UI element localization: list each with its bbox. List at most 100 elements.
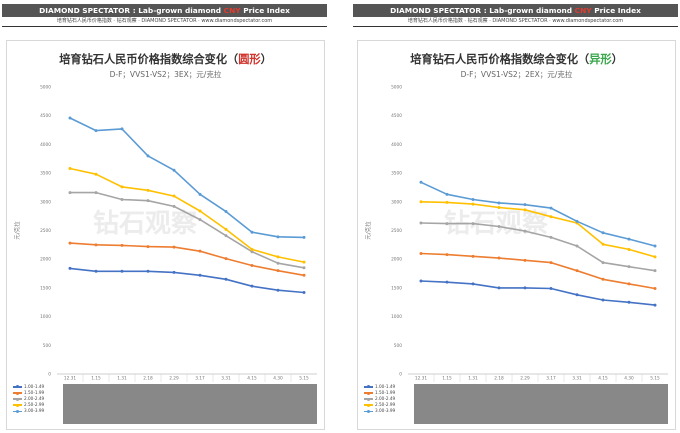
series-line-1.00-1.49 xyxy=(69,267,305,294)
data-point xyxy=(471,254,475,258)
chart-subtitle-fancy: D-F；VVS1-VS2；2EX；元/克拉 xyxy=(460,70,573,79)
legend-item: 3.00-3.99 xyxy=(364,408,412,414)
data-point xyxy=(627,237,631,241)
legend-swatch xyxy=(13,385,22,388)
series-line-1.00-1.49 xyxy=(420,280,656,306)
line-chart-round: 0 500 1000 1500 2000 2500 3000 3500 4000 4500 5000… xyxy=(13,85,317,382)
x-tick-label: 4.30 xyxy=(273,376,283,382)
legend-label: 2.50-2.99 xyxy=(375,402,396,408)
data-table-placeholder xyxy=(63,384,317,424)
series-line-2.00-2.49 xyxy=(420,222,656,272)
data-point xyxy=(575,219,579,223)
legend-label: 1.00-1.49 xyxy=(24,384,45,389)
data-point xyxy=(198,249,202,253)
data-point xyxy=(94,191,98,195)
data-point xyxy=(471,202,475,206)
data-point xyxy=(627,247,631,251)
data-point xyxy=(523,258,527,262)
data-point xyxy=(172,204,176,208)
legend-label: 2.50-2.99 xyxy=(24,402,45,408)
data-point xyxy=(120,127,124,131)
data-point xyxy=(172,168,176,172)
legend-item: 2.50-2.99 xyxy=(13,402,61,408)
y-tick-label: 500 xyxy=(43,343,51,349)
data-point xyxy=(94,243,98,247)
data-point xyxy=(471,222,475,226)
legend-swatch xyxy=(13,397,22,401)
data-point xyxy=(120,185,124,189)
chart-title-round: 培育钻石人民币价格指数综合变化（圆形） xyxy=(59,53,272,66)
y-tick-label: 1500 xyxy=(40,285,51,291)
data-point xyxy=(523,229,527,233)
data-point xyxy=(497,286,501,290)
chart-box-fancy: 钻石观察 培育钻石人民币价格指数综合变化（异形） D-F；VVS1-VS2；2E… xyxy=(357,40,676,430)
data-point xyxy=(146,245,150,249)
data-point xyxy=(146,269,150,273)
y-tick-label: 4500 xyxy=(391,113,402,119)
data-point xyxy=(653,269,657,273)
data-point xyxy=(445,200,449,204)
data-point xyxy=(627,265,631,269)
legend-item: 1.00-1.49 xyxy=(364,384,412,390)
legend-item: 2.50-2.99 xyxy=(364,402,412,408)
data-point xyxy=(549,215,553,219)
data-point xyxy=(68,116,72,120)
header-subline: 培育钻石人民币价格指数 · 钻石观察 · DIAMOND SPECTATOR ·… xyxy=(353,17,678,27)
y-tick-label: 4000 xyxy=(40,142,51,148)
legend-swatch xyxy=(364,409,373,413)
data-point xyxy=(68,191,72,195)
y-tick-label: 2000 xyxy=(40,257,51,263)
data-point xyxy=(497,201,501,205)
x-tick-label: 5.15 xyxy=(299,376,309,382)
legend-label: 1.00-1.49 xyxy=(375,384,396,389)
data-point xyxy=(120,269,124,273)
data-point xyxy=(276,255,280,259)
series-line-3.00-3.99 xyxy=(69,117,305,239)
y-tick-label: 2500 xyxy=(40,228,51,234)
chart-title-shape: 异形 xyxy=(589,53,612,66)
legend-label: 3.00-3.99 xyxy=(24,408,45,414)
y-tick-label: 5000 xyxy=(40,85,51,91)
x-tick-label: 3.31 xyxy=(572,376,582,382)
data-point xyxy=(419,221,423,225)
legend-swatch xyxy=(13,391,22,395)
legend-item: 1.50-1.99 xyxy=(364,390,412,396)
data-point xyxy=(302,266,306,270)
data-point xyxy=(276,269,280,273)
data-point xyxy=(575,244,579,248)
data-point xyxy=(653,286,657,290)
data-point xyxy=(302,273,306,277)
x-tick-label: 1.31 xyxy=(117,376,127,382)
y-axis-label: 元/克拉 xyxy=(364,221,372,240)
legend-swatch xyxy=(364,403,373,407)
legend-item: 1.00-1.49 xyxy=(13,384,61,390)
legend-swatch xyxy=(13,409,22,413)
data-point xyxy=(419,200,423,204)
series-line-2.00-2.49 xyxy=(70,191,305,269)
data-point xyxy=(250,247,254,251)
y-tick-label: 1000 xyxy=(391,314,402,320)
data-point xyxy=(497,256,501,260)
y-tick-label: 3500 xyxy=(391,171,402,177)
chart-panel-round: DIAMOND SPECTATOR : Lab-grown diamond CN… xyxy=(2,0,327,433)
data-point xyxy=(445,192,449,196)
header-highlight: CNY xyxy=(574,6,592,15)
data-point xyxy=(549,261,553,265)
data-point xyxy=(250,230,254,234)
data-point xyxy=(94,129,98,133)
data-point xyxy=(653,244,657,248)
data-point xyxy=(224,227,228,231)
data-point xyxy=(601,242,605,246)
legend-swatch xyxy=(364,391,373,395)
data-point xyxy=(419,279,423,283)
data-point xyxy=(250,284,254,288)
data-point xyxy=(601,231,605,235)
y-tick-label: 3500 xyxy=(40,171,51,177)
x-tick-label: 1.15 xyxy=(91,376,101,382)
data-point xyxy=(653,255,657,259)
legend-swatch xyxy=(13,403,22,407)
x-tick-label: 2.18 xyxy=(143,376,153,382)
x-tick-label: 5.15 xyxy=(650,376,660,382)
y-tick-label: 0 xyxy=(399,372,402,378)
data-point xyxy=(146,188,150,192)
